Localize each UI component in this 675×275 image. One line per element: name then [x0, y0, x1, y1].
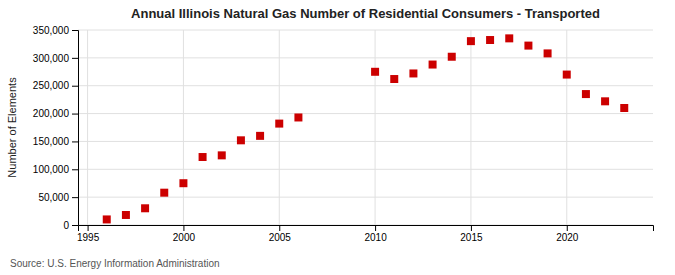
x-tick-label: 2005	[269, 232, 292, 243]
point	[141, 204, 149, 212]
point	[620, 104, 628, 112]
y-tick-mark	[72, 197, 78, 198]
y-tick-label: 200,000	[33, 108, 70, 119]
point	[122, 211, 130, 219]
point	[199, 153, 207, 161]
x-tick-mark	[471, 225, 472, 231]
point	[429, 61, 437, 69]
y-tick-mark	[72, 30, 78, 31]
y-tick-label: 0	[63, 220, 69, 231]
point	[448, 53, 456, 61]
point	[524, 42, 532, 50]
grid-line-x	[566, 30, 567, 225]
y-axis: 0 50,000 100,000 150,000 200,000 250,000 300,0…	[33, 25, 79, 231]
point	[294, 113, 302, 121]
x-tick-mark	[183, 225, 184, 231]
y-tick-label: 350,000	[33, 25, 70, 36]
x-tick-label: 2010	[364, 232, 387, 243]
y-tick-mark	[72, 114, 78, 115]
y-tick-mark	[72, 169, 78, 170]
x-axis: 1995 2000 2005 2010 2015 2020	[77, 225, 654, 243]
point	[467, 37, 475, 45]
point	[160, 189, 168, 197]
point	[601, 97, 609, 105]
y-tick: 0	[63, 220, 78, 231]
y-axis-title: Number of Elements	[6, 77, 18, 178]
point	[409, 69, 417, 77]
grid-line-x	[375, 30, 376, 225]
point	[218, 151, 226, 159]
y-axis-line	[72, 31, 79, 226]
point	[371, 68, 379, 76]
point	[544, 49, 552, 57]
x-tick-label: 2020	[556, 232, 579, 243]
title: Annual Illinois Natural Gas Number of Re…	[131, 6, 600, 21]
y-tick: 200,000	[33, 108, 78, 119]
point	[563, 71, 571, 79]
y-tick-mark	[72, 58, 78, 59]
plot-area: 1995 2000 2005 2010 2015 2020 0 50,000 100,000 15…	[33, 25, 654, 243]
y-tick: 300,000	[33, 53, 78, 64]
x-tick-label: 1995	[77, 232, 100, 243]
x-tick: 2010	[364, 225, 387, 243]
grid-line-x	[183, 30, 184, 225]
y-tick: 350,000	[33, 25, 78, 36]
point	[505, 34, 513, 42]
x-tick-mark	[279, 225, 280, 231]
y-tick: 50,000	[38, 192, 78, 203]
point	[103, 215, 111, 223]
x-tick: 2000	[173, 225, 196, 243]
y-tick-label: 50,000	[38, 192, 69, 203]
x-tick: 2020	[556, 225, 579, 243]
x-axis-line	[79, 226, 654, 232]
y-tick: 250,000	[33, 80, 78, 91]
point	[390, 75, 398, 83]
point	[582, 90, 590, 98]
y-tick-mark	[72, 225, 78, 226]
grid	[78, 30, 653, 225]
y-tick-label: 300,000	[33, 53, 70, 64]
y-tick-mark	[72, 86, 78, 87]
y-tick: 150,000	[33, 136, 78, 147]
x-tick-label: 2015	[460, 232, 483, 243]
y-tick-mark	[72, 141, 78, 142]
point	[179, 179, 187, 187]
y-tick-label: 100,000	[33, 164, 70, 175]
y-tick-label: 250,000	[33, 80, 70, 91]
grid-line-x	[470, 30, 471, 225]
chart: 1995 2000 2005 2010 2015 2020 0 50,000 100,000 15…	[0, 0, 675, 275]
source-note: Source: U.S. Energy Information Administ…	[10, 258, 220, 269]
x-tick: 2005	[269, 225, 292, 243]
point	[275, 120, 283, 128]
x-tick-mark	[567, 225, 568, 231]
x-tick-label: 2000	[173, 232, 196, 243]
y-tick: 100,000	[33, 164, 78, 175]
point	[256, 132, 264, 140]
point	[237, 136, 245, 144]
y-tick-label: 150,000	[33, 136, 70, 147]
grid-line-x	[87, 30, 88, 225]
point	[486, 36, 494, 44]
x-tick: 1995	[77, 225, 100, 243]
x-tick-mark	[88, 225, 89, 231]
x-tick: 2015	[460, 225, 483, 243]
x-tick-mark	[375, 225, 376, 231]
points	[103, 34, 629, 223]
